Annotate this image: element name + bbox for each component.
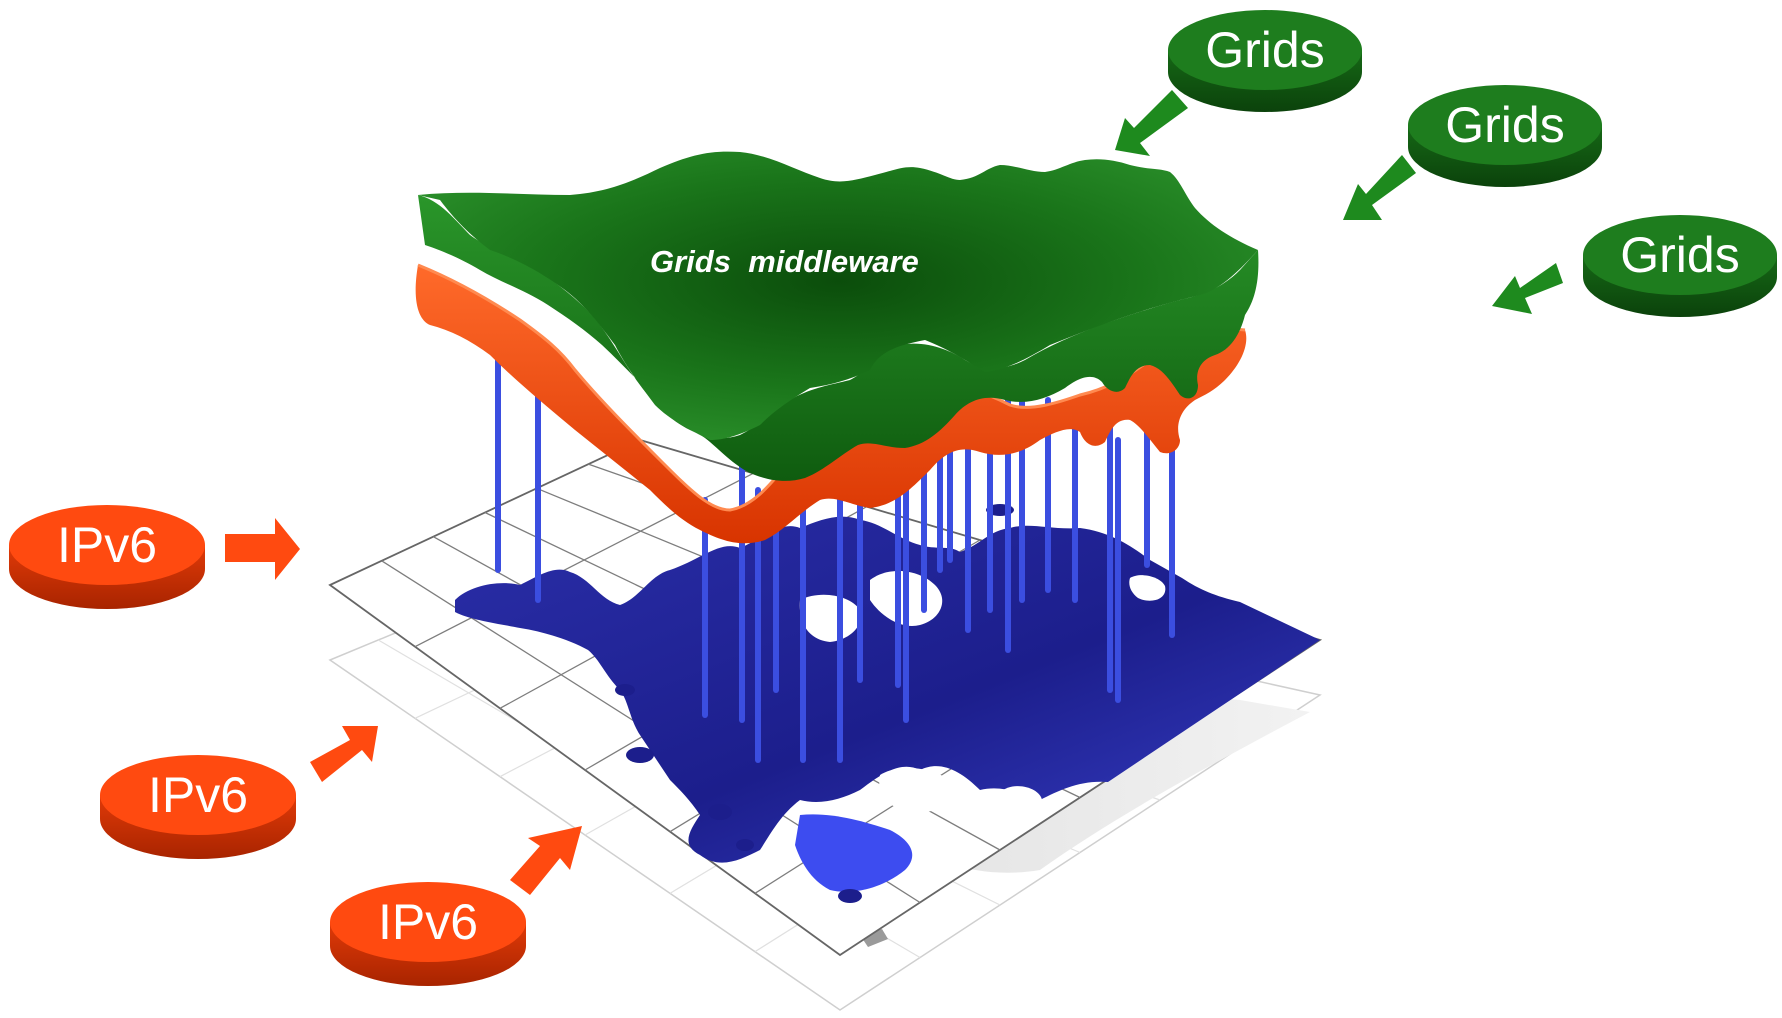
label-discs: Grids Grids Grids IPv6 IPv6 IPv6 [9, 10, 1777, 986]
ipv6-disc-3-top [330, 882, 526, 962]
ipv6-disc-2: IPv6 [100, 755, 296, 859]
grids-disc-1: Grids [1168, 10, 1362, 112]
grid-arrow-3 [1492, 263, 1563, 314]
grids-disc-1-label: Grids [1205, 22, 1324, 78]
grids-disc-3: Grids [1583, 215, 1777, 317]
sea-cutout-north [799, 594, 861, 642]
europe-landmass [455, 516, 1320, 863]
grids-layer-side [418, 195, 1259, 481]
ipv6-disc-3-label: IPv6 [378, 894, 478, 950]
grids-layer-top [418, 151, 1258, 441]
grids-disc-2-top [1408, 85, 1602, 165]
ipv6-disc-3: IPv6 [330, 882, 526, 986]
grid-arrow-1 [1115, 90, 1188, 156]
grid-arrow-2 [1343, 155, 1416, 220]
grids-disc-2-label: Grids [1445, 97, 1564, 153]
grids-middleware-label: Grids middleware [650, 244, 919, 279]
grids-disc-3-top [1583, 215, 1777, 295]
connection-pillars [495, 347, 1175, 763]
grids-disc-3-label: Grids [1620, 227, 1739, 283]
ipv6-arrow-3 [510, 826, 582, 895]
ipv6-disc-1-label: IPv6 [57, 517, 157, 573]
sea-cutout-east [1129, 575, 1166, 601]
ipv6-disc-2-label: IPv6 [148, 767, 248, 823]
sea-cutout-black [879, 767, 958, 812]
grid-arrows [1115, 90, 1563, 314]
peninsula-highlight [795, 814, 913, 892]
ipv6-disc-1-top [9, 505, 205, 585]
grids-disc-1-top [1168, 10, 1362, 90]
ipv6-arrow-1 [225, 518, 300, 580]
sea-cutout-adriatic [1000, 786, 1042, 812]
ipv6-disc-2-top [100, 755, 296, 835]
ipv6-disc-1: IPv6 [9, 505, 205, 609]
ipv6-layer-side [415, 265, 1247, 544]
ipv6-arrow-2 [310, 726, 378, 782]
grids-disc-2: Grids [1408, 85, 1602, 187]
grids-middleware-layer: Grids middleware [418, 151, 1259, 481]
ipv6-arrows [225, 518, 582, 895]
